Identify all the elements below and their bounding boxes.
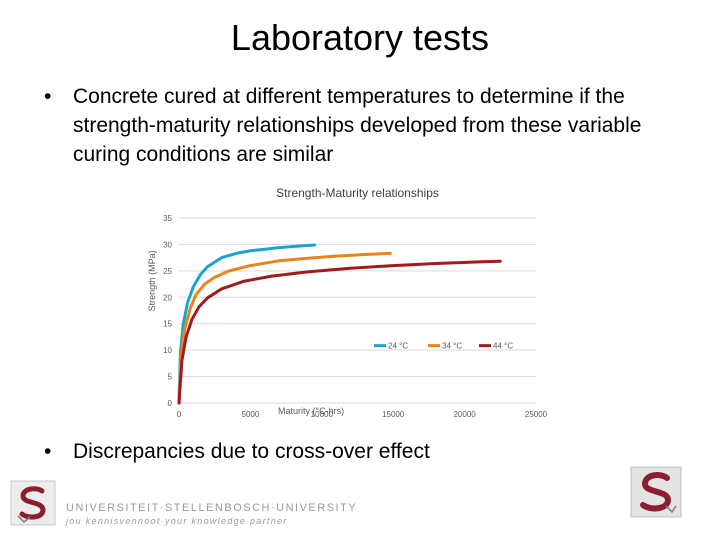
university-logo: UNIVERSITEIT·STELLENBOSCH·UNIVERSITY jou…	[10, 480, 356, 530]
y-tick-label: 5	[168, 373, 173, 382]
legend-label: 34 °C	[442, 342, 462, 351]
x-tick-label: 5000	[242, 410, 260, 419]
university-name: UNIVERSITEIT·STELLENBOSCH·UNIVERSITY	[66, 502, 358, 514]
series-line	[177, 243, 317, 405]
x-tick-label: 0	[177, 410, 182, 419]
chart-title: Strength-Maturity relationships	[276, 186, 439, 200]
y-tick-label: 15	[163, 320, 172, 329]
university-tagline: jou kennisvennoot·your knowledge partner	[66, 516, 288, 526]
bullet-point: • Discrepancies due to cross-over effect	[44, 437, 604, 466]
x-axis-label: Maturity (°C-hrs)	[278, 406, 344, 416]
x-tick-label: 10000	[311, 410, 334, 419]
legend-label: 44 °C	[493, 342, 513, 351]
y-tick-label: 10	[163, 346, 172, 355]
bullet-point: • Concrete cured at different temperatur…	[44, 82, 664, 169]
bullet-marker: •	[44, 85, 52, 108]
stellenbosch-s-crest-icon	[10, 480, 56, 526]
x-tick-label: 15000	[382, 410, 405, 419]
bullet-text: Concrete cured at different temperatures…	[73, 85, 642, 166]
y-tick-label: 0	[168, 399, 173, 408]
bullet-marker: •	[44, 440, 52, 463]
y-axis-label: Strength (MPa)	[147, 250, 157, 311]
y-tick-label: 20	[163, 293, 172, 302]
legend-label: 24 °C	[388, 342, 408, 351]
strength-maturity-chart: Strength-Maturity relationships 0 5 10 15 20 2…	[147, 186, 548, 419]
slide-title: Laboratory tests	[230, 17, 490, 58]
x-tick-label: 20000	[453, 410, 476, 419]
bullet-text: Discrepancies due to cross-over effect	[73, 440, 430, 463]
stellenbosch-s-crest-icon	[630, 466, 682, 518]
y-tick-label: 25	[163, 267, 172, 276]
series-line	[177, 251, 392, 405]
series-line	[177, 259, 502, 405]
y-tick-label: 35	[163, 214, 172, 223]
x-tick-label: 25000	[525, 410, 548, 419]
y-tick-label: 30	[163, 240, 172, 249]
